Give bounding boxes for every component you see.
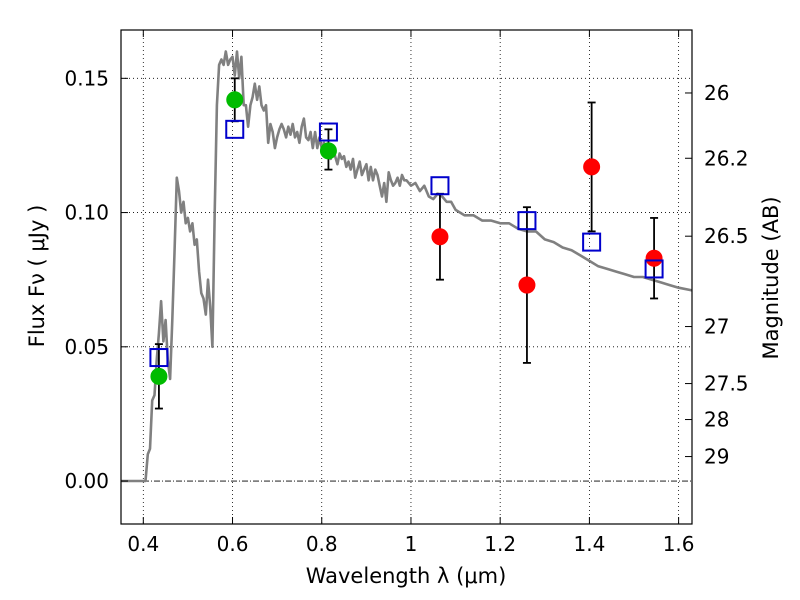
mag-tick-label: 27.5 — [704, 372, 749, 396]
data-point-square — [644, 259, 664, 279]
magnitude-tick-labels: 26 26.2 26.5 27 27.5 28 29 — [704, 81, 749, 469]
data-point-square — [517, 211, 537, 231]
mag-tick-label: 27 — [704, 315, 729, 339]
mag-tick-label: 26.5 — [704, 224, 749, 248]
model-spectrum — [121, 50, 693, 483]
data-point-circle — [518, 276, 536, 294]
mag-tick-label: 28 — [704, 408, 729, 432]
data-point-square — [225, 119, 245, 139]
data-point-circle — [645, 249, 663, 267]
data-point-circle — [319, 142, 337, 160]
data-point-circle — [583, 158, 601, 176]
y-tick-label: 0.15 — [64, 66, 109, 90]
x-tick-label: 1.2 — [484, 532, 516, 556]
x-tick-labels: 0.4 0.6 0.8 1 1.2 1.4 1.6 — [127, 532, 694, 556]
y-tick-label: 0.00 — [64, 469, 109, 493]
data-point-circle — [431, 228, 449, 246]
mag-tick-label: 26 — [704, 81, 729, 105]
x-tick-label: 1.6 — [663, 532, 695, 556]
y-tick-labels: 0.00 0.05 0.10 0.15 — [64, 66, 109, 493]
x-tick-label: 1 — [405, 532, 418, 556]
y-tick-label: 0.10 — [64, 201, 109, 225]
data-point-circle — [226, 91, 244, 109]
tick-marks — [121, 30, 692, 524]
plot-frame — [120, 29, 693, 525]
grid — [121, 30, 692, 524]
y-tick-label: 0.05 — [64, 335, 109, 359]
x-tick-label: 0.8 — [306, 532, 338, 556]
y-axis-label: Flux Fν ( μJy ) — [25, 205, 49, 348]
x-tick-label: 0.4 — [127, 532, 159, 556]
mag-tick-label: 29 — [704, 445, 729, 469]
mag-tick-label: 26.2 — [704, 146, 749, 170]
x-tick-label: 1.4 — [573, 532, 605, 556]
model-spectrum-line — [121, 50, 693, 483]
data-point-square — [318, 122, 338, 142]
x-axis-label: Wavelength λ (μm) — [306, 564, 507, 588]
x-tick-label: 0.6 — [217, 532, 249, 556]
photometry-points — [149, 77, 664, 410]
data-point-circle — [150, 367, 168, 385]
data-point-square — [149, 348, 169, 368]
data-point-square — [430, 176, 450, 196]
data-point-square — [582, 232, 602, 252]
y2-axis-label: Magnitude (AB) — [759, 196, 783, 359]
